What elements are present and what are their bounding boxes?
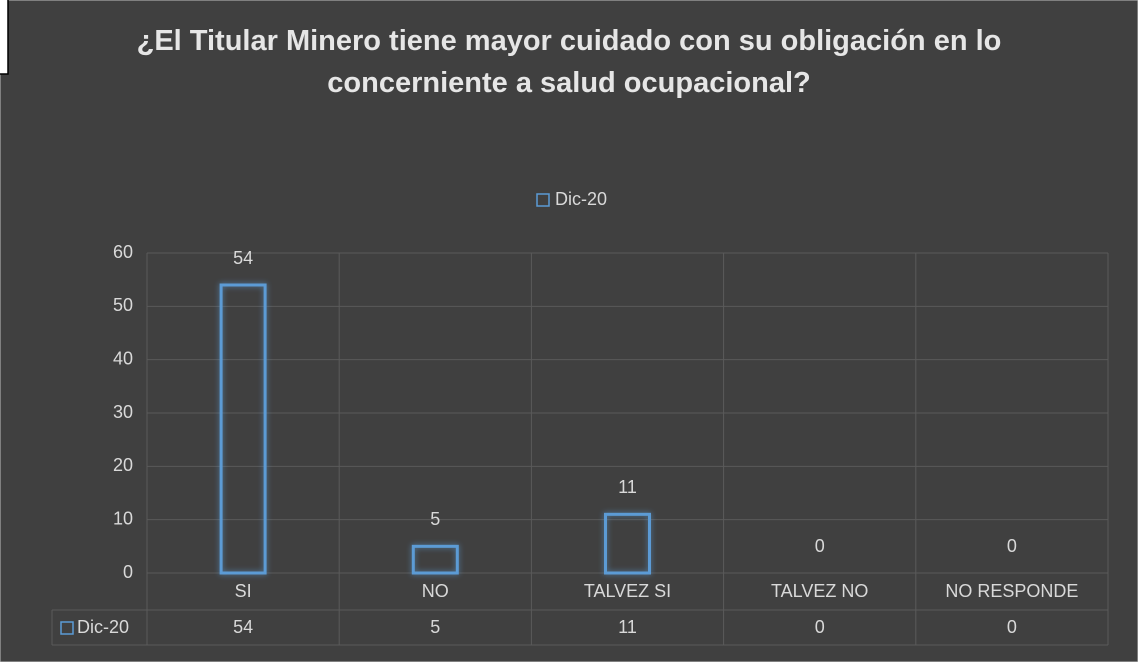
data-label: 54 — [233, 248, 253, 268]
title-box: ¿El Titular Minero tiene mayor cuidado c… — [136, 25, 1002, 99]
x-tick-label: NO RESPONDE — [945, 581, 1078, 601]
x-tick-label: TALVEZ SI — [584, 581, 671, 601]
bar — [219, 283, 267, 575]
table-value: 0 — [1007, 617, 1017, 637]
y-tick-label: 40 — [113, 348, 133, 368]
x-tick-label: TALVEZ NO — [771, 581, 868, 601]
table-value: 0 — [815, 617, 825, 637]
table-value: 54 — [233, 617, 253, 637]
y-tick-label: 50 — [113, 295, 133, 315]
chart-title: ¿El Titular Minero tiene mayor cuidado c… — [136, 25, 1002, 99]
y-tick-label: 10 — [113, 508, 133, 528]
table-key — [60, 621, 74, 635]
data-label: 0 — [815, 536, 825, 556]
data-label: 5 — [430, 509, 440, 529]
legend-label: Dic-20 — [555, 189, 607, 209]
y-tick-label: 0 — [123, 562, 133, 582]
x-tick-label: SI — [235, 581, 252, 601]
data-label: 11 — [618, 477, 637, 497]
table-value: 11 — [618, 617, 637, 637]
table-value: 5 — [430, 617, 440, 637]
table-series-name: Dic-20 — [77, 617, 129, 637]
bar — [411, 544, 459, 575]
bar — [604, 512, 651, 575]
y-tick-label: 60 — [113, 242, 133, 262]
frame-edge — [0, 0, 9, 75]
y-tick-label: 30 — [113, 402, 133, 422]
data-label: 0 — [1007, 536, 1017, 556]
legend-key — [536, 193, 550, 207]
y-tick-label: 20 — [113, 455, 133, 475]
x-tick-label: NO — [422, 581, 449, 601]
